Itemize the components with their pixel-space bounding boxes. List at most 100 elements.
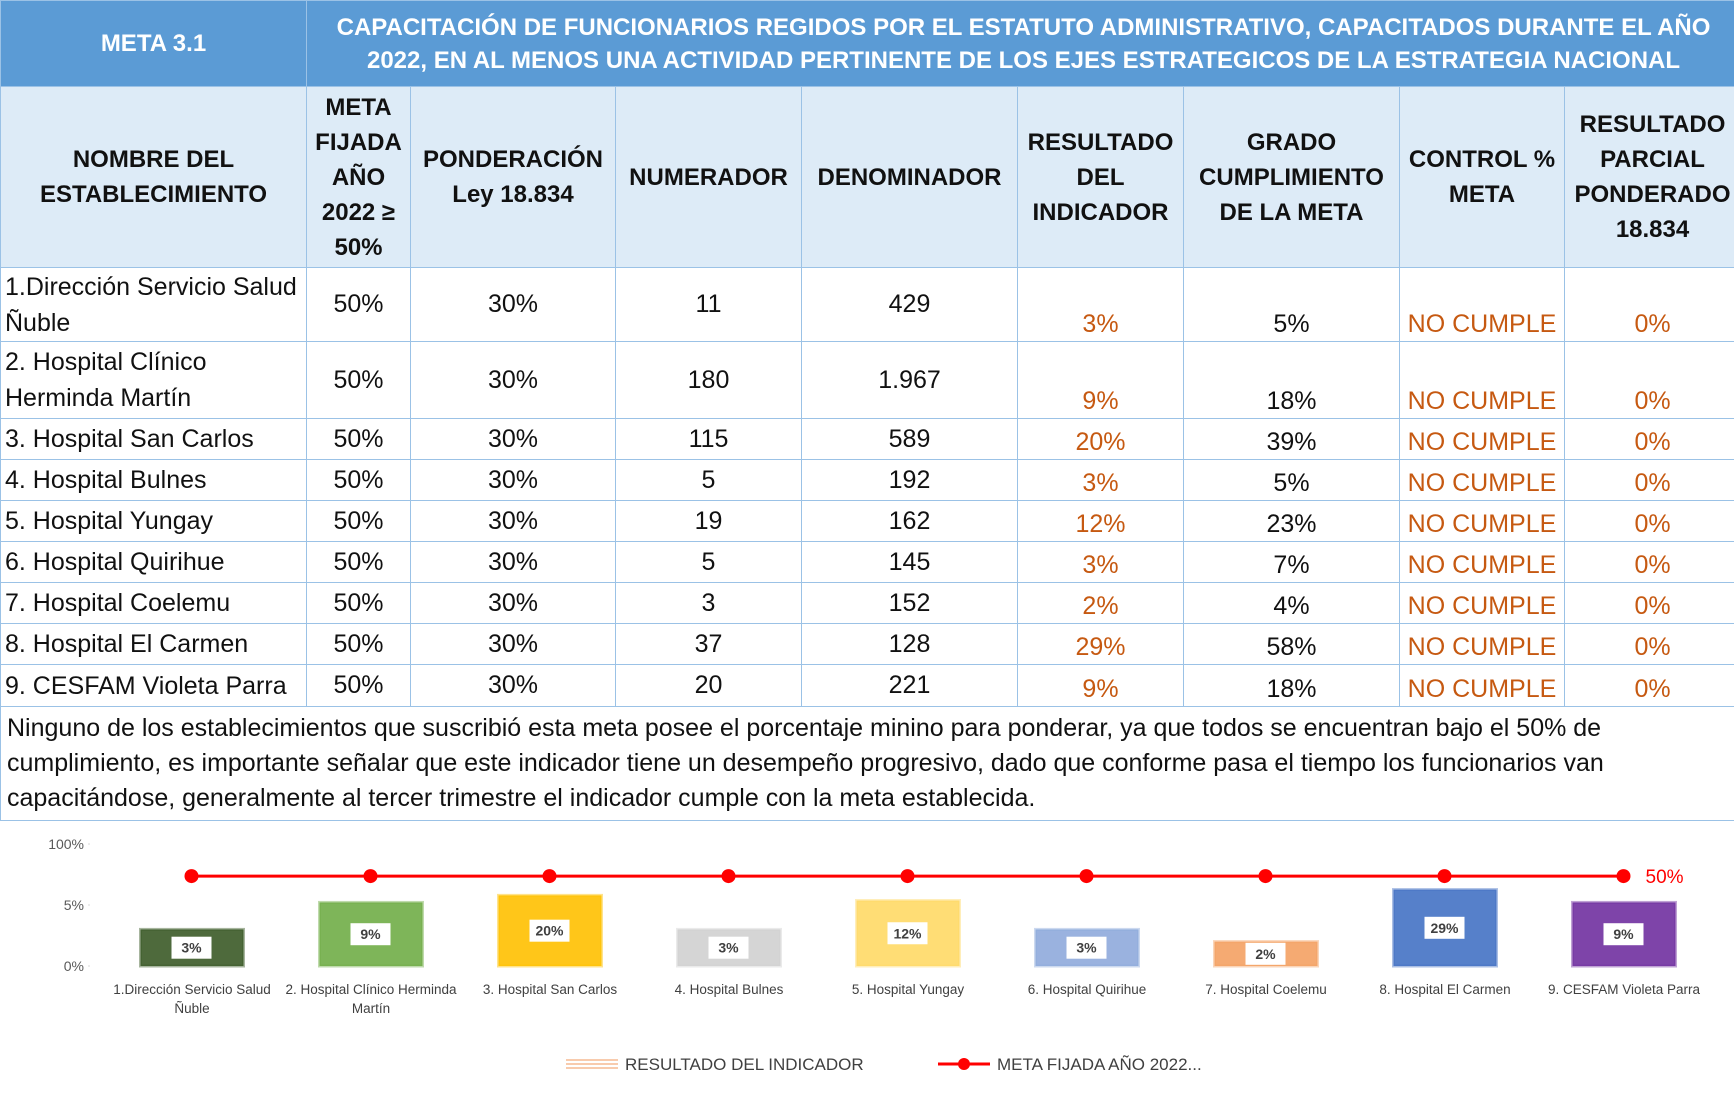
cell: 5 [615,541,802,583]
cell: 30% [410,341,616,419]
data-row: 4. Hospital Bulnes 50% 30% 5 192 3% 5% NO CUMPL… [0,459,1734,501]
cell: 30% [410,623,616,665]
establishment-name: 7. Hospital Coelemu [0,582,307,624]
data-row: 5. Hospital Yungay 50% 30% 19 162 12% 23% NO CU… [0,500,1734,542]
data-label: 9% [1613,926,1634,942]
cell: 39% [1183,418,1400,460]
meta-label: META 3.1 [0,0,307,87]
legend-label: META FIJADA AÑO 2022... [997,1055,1202,1074]
cell: 1.967 [801,341,1018,419]
cell: 0% [1563,623,1734,665]
line-marker [900,869,915,884]
line-marker [721,869,736,884]
cell: 0% [1563,582,1734,624]
bar [318,900,424,968]
establishment-name: 1.Dirección Servicio Salud Ñuble [0,267,307,342]
cell: 30% [410,418,616,460]
cell: 9% [1017,341,1184,419]
cell: 20 [615,664,802,707]
cell: 30% [410,582,616,624]
cell: 50% [306,541,411,583]
cell: 18% [1183,341,1400,419]
establishment-name: 9. CESFAM Violeta Parra [0,664,307,707]
column-header: GRADO CUMPLIMIENTO DE LA META [1183,86,1400,268]
x-tick-label: 7. Hospital Coelemu [1205,982,1327,997]
cell: 5 [615,459,802,501]
line-marker [1079,869,1094,884]
column-header: NUMERADOR [615,86,802,268]
data-label-box [708,936,749,959]
data-label: 9% [360,926,381,942]
column-header-row: NOMBRE DEL ESTABLECIMIENTO META FIJADA AÑ… [0,86,1734,268]
cell: 3% [1017,541,1184,583]
cell: NO CUMPLE [1399,459,1565,501]
cell: 29% [1017,623,1184,665]
x-tick-label: 1.Dirección Servicio Salud Ñuble [113,982,271,1016]
cell: 7% [1183,541,1400,583]
cell: 3% [1017,267,1184,342]
column-header: NOMBRE DEL ESTABLECIMIENTO [0,86,307,268]
line-marker [363,869,378,884]
cell: 0% [1563,267,1734,342]
cell: 3 [615,582,802,624]
data-label: 3% [1076,940,1097,956]
cell: 50% [306,267,411,342]
title-row: META 3.1 CAPACITACIÓN DE FUNCIONARIOS REG… [0,0,1734,87]
cell: 12% [1017,500,1184,542]
cell: NO CUMPLE [1399,418,1565,460]
cell: 5% [1183,267,1400,342]
data-row: 9. CESFAM Violeta Parra 50% 30% 20 221 9% 18% N… [0,664,1734,707]
meta-table: META 3.1 CAPACITACIÓN DE FUNCIONARIOS REG… [0,0,1734,821]
data-label-box [1066,936,1107,959]
cell: NO CUMPLE [1399,341,1565,419]
cell: 23% [1183,500,1400,542]
y-tick-label: 100% [48,836,84,852]
cell: 0% [1563,664,1734,707]
column-header: RESULTADO PARCIAL PONDERADO 18.834 [1563,86,1734,268]
cell: 50% [306,500,411,542]
line-marker [1616,869,1631,884]
cell: 0% [1563,459,1734,501]
chart-svg: 0% 5% 100% 3% 9% 20% 3% 12% 3% 2% 29% 9% 50% RESULTAD… [48,836,1683,1074]
column-header: DENOMINADOR [801,86,1018,268]
cell: 11 [615,267,802,342]
data-label: 29% [1430,920,1459,936]
cell: 30% [410,267,616,342]
cell: 9% [1017,664,1184,707]
cell: NO CUMPLE [1399,267,1565,342]
legend-label: RESULTADO DEL INDICADOR [625,1055,864,1074]
data-label-box [1424,916,1465,939]
bar [676,927,782,968]
line-marker [184,869,199,884]
x-tick-label: 6. Hospital Quirihue [1027,982,1147,997]
data-row: 8. Hospital El Carmen 50% 30% 37 128 29% 58% NO… [0,623,1734,665]
x-tick-label: 8. Hospital El Carmen [1379,982,1511,997]
legend-swatch [566,1057,618,1071]
establishment-name: 5. Hospital Yungay [0,500,307,542]
establishment-name: 6. Hospital Quirihue [0,541,307,583]
x-tick-label: 2. Hospital Clínico Herminda Martín [285,982,457,1016]
cell: 37 [615,623,802,665]
cell: 0% [1563,418,1734,460]
establishment-name: 2. Hospital Clínico Herminda Martín [0,341,307,419]
cell: 19 [615,500,802,542]
cell: 589 [801,418,1018,460]
cell: 50% [306,623,411,665]
data-label-box [171,936,212,959]
data-row: 2. Hospital Clínico Herminda Martín 50% 30… [0,341,1734,419]
data-label-box [1603,923,1644,946]
cell: 0% [1563,341,1734,419]
data-label: 3% [718,940,739,956]
data-label: 20% [535,923,564,939]
data-label-box [887,922,928,945]
cell: NO CUMPLE [1399,623,1565,665]
data-label-box [529,919,570,942]
cell: 50% [306,341,411,419]
cell: 30% [410,459,616,501]
cell: 18% [1183,664,1400,707]
cell: 221 [801,664,1018,707]
data-row: 7. Hospital Coelemu 50% 30% 3 152 2% 4% NO CUMP… [0,582,1734,624]
column-header: CONTROL % META [1399,86,1565,268]
cell: 50% [306,459,411,501]
